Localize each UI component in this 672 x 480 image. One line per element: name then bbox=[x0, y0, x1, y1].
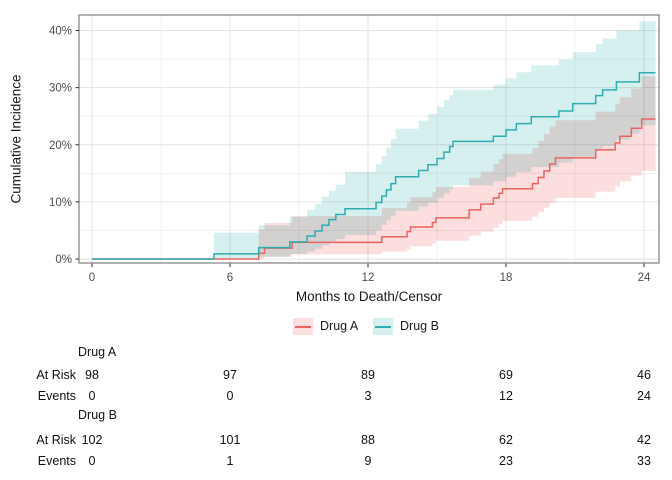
risk-value-drug-a-events-month-24: 24 bbox=[637, 389, 651, 403]
panel-border bbox=[78, 14, 660, 264]
cumulative-incidence-chart: 0 6 12 18 24 0% 10% 20% 30% 40% bbox=[49, 14, 660, 284]
y-tick-label-40%: 40% bbox=[49, 26, 72, 38]
risk-value-drug-b-at_risk-month-18: 62 bbox=[499, 433, 513, 447]
y-tick-label-0%: 0% bbox=[55, 254, 72, 266]
risk-value-drug-a-events-month-6: 0 bbox=[226, 389, 234, 403]
x-tick-label-0: 0 bbox=[89, 272, 95, 284]
legend-key-drug-a bbox=[293, 318, 313, 335]
confidence-band-drug-b bbox=[213, 21, 656, 259]
risk-value-drug-b-events-month-12: 9 bbox=[364, 454, 372, 468]
risk-value-drug-b-at_risk-month-0: 102 bbox=[81, 433, 103, 447]
risk-row-label-at_risk-drug-a: At Risk bbox=[36, 367, 76, 382]
risk-value-drug-a-at_risk-month-24: 46 bbox=[637, 367, 651, 382]
x-tick-label-24: 24 bbox=[638, 272, 651, 284]
risk-value-drug-b-events-month-24: 33 bbox=[637, 454, 651, 468]
risk-value-drug-b-events-month-18: 23 bbox=[499, 454, 513, 468]
x-axis-title: Months to Death/Censor bbox=[295, 289, 443, 304]
legend-line-drug-a bbox=[295, 325, 311, 328]
x-tick-label-18: 18 bbox=[500, 272, 513, 284]
y-tick-label-30%: 30% bbox=[49, 83, 72, 95]
incidence-curve-drug-b bbox=[92, 72, 656, 260]
risk-value-drug-b-events-month-0: 0 bbox=[88, 454, 96, 468]
risk-row-label-events-drug-b: Events bbox=[37, 454, 76, 468]
y-tick-label-20%: 20% bbox=[49, 140, 72, 152]
risk-group-header-drug-b: Drug B bbox=[78, 408, 117, 422]
x-tick-label-6: 6 bbox=[227, 272, 233, 284]
y-tick-label-10%: 10% bbox=[49, 197, 72, 209]
legend-key-drug-b bbox=[373, 318, 393, 335]
risk-row-label-at_risk-drug-b: At Risk bbox=[36, 433, 76, 447]
risk-value-drug-b-events-month-6: 1 bbox=[226, 454, 234, 468]
risk-value-drug-b-at_risk-month-12: 88 bbox=[361, 433, 375, 447]
axis-ticks: 0 6 12 18 24 0% 10% 20% 30% 40% bbox=[49, 26, 651, 284]
legend-label-drug-b: Drug B bbox=[400, 319, 439, 333]
x-tick-label-12: 12 bbox=[362, 272, 375, 284]
legend-label-drug-a: Drug A bbox=[320, 319, 359, 333]
risk-value-drug-a-at_risk-month-0: 98 bbox=[85, 367, 99, 382]
risk-group-header-drug-a: Drug A bbox=[78, 344, 117, 359]
risk-value-drug-b-at_risk-month-6: 101 bbox=[219, 433, 241, 447]
legend-line-drug-b bbox=[375, 325, 391, 328]
risk-value-drug-a-at_risk-month-12: 89 bbox=[361, 367, 375, 382]
risk-value-drug-a-at_risk-month-18: 69 bbox=[499, 367, 513, 382]
risk-value-drug-a-events-month-18: 12 bbox=[499, 389, 513, 403]
risk-value-drug-a-events-month-0: 0 bbox=[88, 389, 96, 403]
risk-row-label-events-drug-a: Events bbox=[37, 389, 76, 403]
risk-value-drug-b-at_risk-month-24: 42 bbox=[637, 433, 651, 447]
risk-value-drug-a-at_risk-month-6: 97 bbox=[223, 367, 237, 382]
y-axis-title: Cumulative Incidence bbox=[8, 74, 24, 204]
incidence-curve-drug-a bbox=[92, 118, 656, 260]
risk-value-drug-a-events-month-12: 3 bbox=[364, 389, 372, 403]
